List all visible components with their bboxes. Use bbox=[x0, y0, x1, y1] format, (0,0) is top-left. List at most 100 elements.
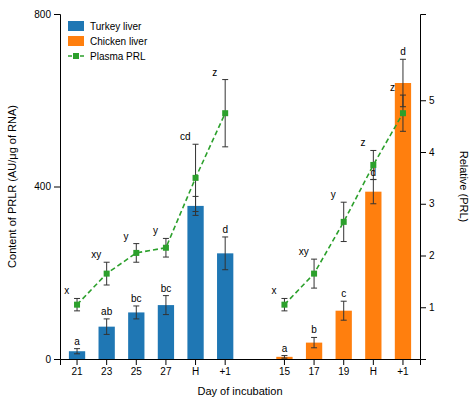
annotation: z bbox=[390, 82, 395, 93]
y-tick: 800 bbox=[34, 9, 60, 20]
y2-axis: 1 2 3 4 5 bbox=[420, 15, 435, 360]
marker bbox=[400, 110, 406, 116]
annotation: z bbox=[212, 67, 217, 78]
x-tick: 21 bbox=[71, 359, 83, 377]
y-tick: 400 bbox=[34, 181, 60, 192]
error-bar bbox=[370, 150, 376, 179]
legend-label: Chicken liver bbox=[90, 36, 148, 47]
x-tick: 25 bbox=[131, 359, 143, 377]
x-tick-mark bbox=[314, 359, 315, 365]
legend-item: Turkey liver bbox=[68, 21, 142, 32]
x-tick-mark bbox=[225, 359, 226, 365]
y-axis-title: Content of PRLR (AU/μg of RNA) bbox=[6, 105, 18, 268]
error-bar bbox=[281, 356, 287, 359]
error-bar bbox=[311, 337, 317, 347]
x-tick-mark bbox=[402, 359, 403, 365]
error-bar bbox=[311, 259, 317, 288]
error-bar bbox=[163, 238, 169, 257]
annotation: cd bbox=[180, 131, 191, 142]
annotation: y bbox=[123, 231, 128, 242]
x-tick-mark bbox=[195, 359, 196, 365]
legend-swatch bbox=[68, 36, 84, 46]
legend-item: Plasma PRL bbox=[68, 51, 146, 62]
error-bar bbox=[341, 301, 347, 320]
x-axis-line bbox=[61, 360, 421, 366]
marker bbox=[74, 302, 80, 308]
bar bbox=[128, 312, 144, 359]
legend-swatch bbox=[68, 21, 84, 31]
x-tick: +1 bbox=[219, 359, 231, 377]
annotation: y bbox=[331, 189, 336, 200]
y-tick-mark bbox=[54, 359, 60, 360]
legend-marker bbox=[73, 53, 79, 59]
y2-tick-mark bbox=[420, 307, 426, 308]
y-tick-label: 400 bbox=[34, 181, 51, 192]
legend: Turkey liver Chicken liver Plasma PRL bbox=[68, 21, 148, 62]
x-tick: H bbox=[192, 359, 199, 377]
x-tick-mark bbox=[136, 359, 137, 365]
marker bbox=[193, 175, 199, 181]
error-bar bbox=[222, 237, 228, 270]
annotation: x bbox=[64, 285, 69, 296]
y2-tick-mark bbox=[420, 204, 426, 205]
error-bar bbox=[133, 244, 139, 263]
x-tick: 19 bbox=[338, 359, 350, 377]
error-bar bbox=[370, 180, 376, 204]
annotation: c bbox=[341, 288, 346, 299]
y2-axis-line bbox=[421, 15, 427, 360]
error-bar bbox=[281, 298, 287, 310]
x-tick-mark bbox=[165, 359, 166, 365]
y-tick-mark bbox=[54, 14, 60, 15]
x-tick-label: 27 bbox=[160, 366, 172, 377]
x-tick-label: H bbox=[370, 366, 377, 377]
chart: 21232527H+1151719H+1040080012345Day of i… bbox=[0, 0, 474, 405]
marker bbox=[133, 250, 139, 256]
marker bbox=[311, 271, 317, 277]
y2-tick: 4 bbox=[420, 147, 435, 158]
annotation: x bbox=[272, 285, 277, 296]
error-bar bbox=[104, 319, 110, 335]
x-tick: 23 bbox=[101, 359, 113, 377]
y-tick-label: 0 bbox=[45, 354, 51, 365]
annotation: d bbox=[400, 46, 406, 57]
x-tick-mark bbox=[373, 359, 374, 365]
y2-tick-label: 4 bbox=[429, 147, 435, 158]
annotation: a bbox=[74, 336, 80, 347]
x-tick: 27 bbox=[160, 359, 172, 377]
y2-tick-label: 5 bbox=[429, 95, 435, 106]
marker bbox=[104, 271, 110, 277]
y2-tick-label: 1 bbox=[429, 302, 435, 313]
y-tick: 0 bbox=[45, 354, 60, 365]
y2-tick: 5 bbox=[420, 95, 435, 106]
x-tick-label: 17 bbox=[309, 366, 321, 377]
y-tick-label: 800 bbox=[34, 9, 51, 20]
annotation: a bbox=[282, 343, 288, 354]
bar bbox=[365, 192, 381, 359]
y2-axis-title: Relative (PRL) bbox=[458, 151, 470, 223]
x-tick-label: +1 bbox=[219, 366, 231, 377]
annotation: xy bbox=[299, 246, 309, 257]
y2-tick: 3 bbox=[420, 198, 435, 209]
annotation: bc bbox=[131, 293, 142, 304]
legend-item: Chicken liver bbox=[68, 36, 148, 47]
annotation: xy bbox=[91, 249, 101, 260]
marker bbox=[341, 219, 347, 225]
annotations: aabbcbcdabcddxxyyycdzxxyyzz bbox=[64, 46, 406, 353]
x-tick: +1 bbox=[397, 359, 409, 377]
bar bbox=[395, 83, 411, 359]
x-tick-mark bbox=[343, 359, 344, 365]
x-tick: H bbox=[370, 359, 377, 377]
plot-area bbox=[69, 59, 411, 359]
x-tick-label: +1 bbox=[397, 366, 409, 377]
marker bbox=[281, 302, 287, 308]
error-bar bbox=[222, 80, 228, 147]
error-bar bbox=[193, 144, 199, 211]
annotation: d bbox=[371, 167, 377, 178]
error-bar bbox=[341, 202, 347, 241]
x-tick: 17 bbox=[309, 359, 321, 377]
y2-tick-label: 2 bbox=[429, 250, 435, 261]
x-tick-label: 23 bbox=[101, 366, 113, 377]
x-tick-label: 19 bbox=[338, 366, 350, 377]
y2-tick-mark bbox=[420, 152, 426, 153]
y2-tick-label: 3 bbox=[429, 198, 435, 209]
